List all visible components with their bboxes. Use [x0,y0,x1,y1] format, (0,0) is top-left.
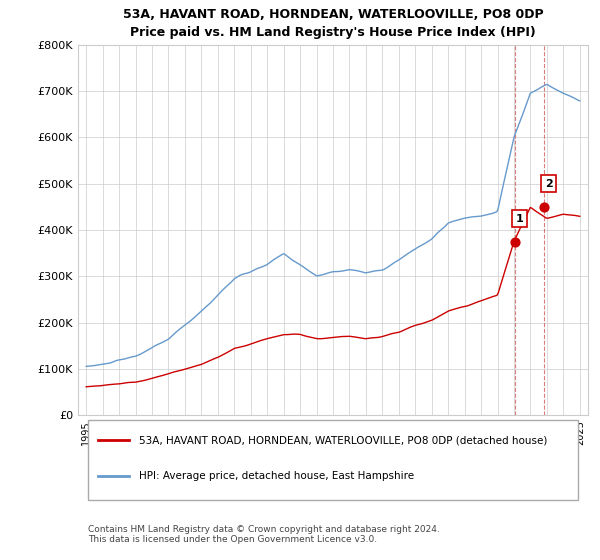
Title: 53A, HAVANT ROAD, HORNDEAN, WATERLOOVILLE, PO8 0DP
Price paid vs. HM Land Regist: 53A, HAVANT ROAD, HORNDEAN, WATERLOOVILL… [122,8,544,39]
Point [510,237,520,246]
Text: 53A, HAVANT ROAD, HORNDEAN, WATERLOOVILLE, PO8 0DP (detached house): 53A, HAVANT ROAD, HORNDEAN, WATERLOOVILL… [139,435,548,445]
Text: Contains HM Land Registry data © Crown copyright and database right 2024.
This d: Contains HM Land Registry data © Crown c… [88,525,440,544]
Text: 2: 2 [545,179,553,189]
Point [539,203,548,212]
Text: HPI: Average price, detached house, East Hampshire: HPI: Average price, detached house, East… [139,471,415,481]
Text: 1: 1 [515,213,523,223]
FancyBboxPatch shape [88,420,578,500]
